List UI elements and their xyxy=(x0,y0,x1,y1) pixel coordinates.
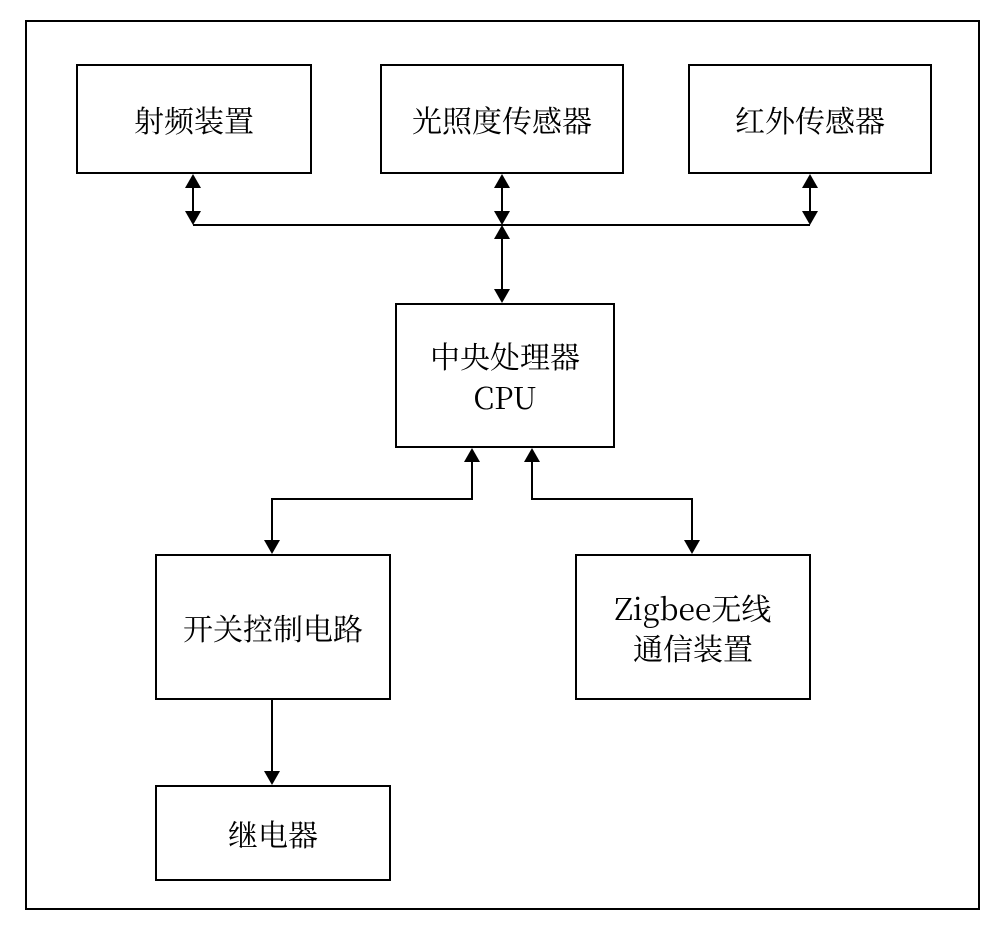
node-switch: 开关控制电路 xyxy=(155,554,391,700)
node-rf: 射频装置 xyxy=(76,64,312,174)
node-zigbee: Zigbee无线 通信装置 xyxy=(575,554,811,700)
node-ir: 红外传感器 xyxy=(688,64,932,174)
node-light: 光照度传感器 xyxy=(380,64,624,174)
node-relay: 继电器 xyxy=(155,785,391,881)
node-cpu: 中央处理器 CPU xyxy=(395,303,615,448)
